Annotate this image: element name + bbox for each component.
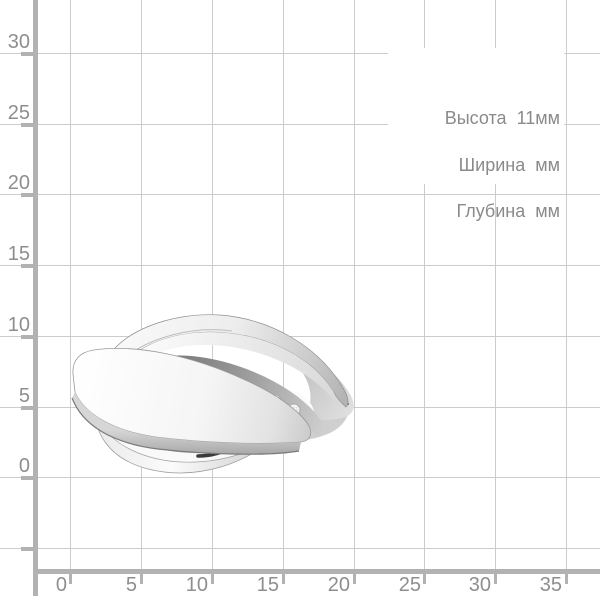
- y-axis-label: 20: [7, 172, 30, 194]
- grid-line-vertical: [424, 0, 425, 583]
- y-axis-label: 5: [18, 385, 30, 407]
- x-axis-label: 15: [256, 574, 279, 596]
- y-axis-tick: [21, 406, 33, 410]
- dimension-value: мм: [535, 201, 560, 221]
- grid-line-horizontal: [0, 194, 600, 195]
- grid-line-horizontal: [0, 124, 600, 125]
- y-axis-tick: [21, 123, 33, 127]
- x-axis-tick: [565, 574, 568, 584]
- ring-left-band: [71, 348, 312, 455]
- dimension-label: Глубина: [456, 201, 526, 221]
- y-axis-label: 25: [7, 102, 30, 124]
- y-axis-label: 30: [7, 31, 30, 53]
- x-axis-label: 10: [185, 574, 208, 596]
- y-axis-tick: [21, 264, 33, 268]
- x-axis-label: 30: [468, 574, 491, 596]
- grid-line-horizontal: [0, 548, 600, 549]
- grid-line-vertical: [141, 0, 142, 583]
- x-axis-tick: [211, 574, 214, 584]
- x-axis-tick: [282, 574, 285, 584]
- y-axis-tick: [21, 335, 33, 339]
- y-axis-label: 15: [7, 243, 30, 265]
- y-axis-label: 10: [7, 314, 30, 336]
- grid-line-vertical: [566, 0, 567, 583]
- dimension-value: мм: [535, 155, 560, 175]
- dimensions-panel: Высота 11мм Ширина мм Глубина мм: [388, 48, 564, 221]
- grid-line-vertical: [283, 0, 284, 583]
- y-axis-tick: [21, 547, 33, 551]
- dimension-row-height: Высота 11мм: [445, 108, 560, 129]
- dimension-value: 11мм: [516, 108, 560, 128]
- y-axis-tick: [21, 193, 33, 197]
- grid-line-vertical: [70, 0, 71, 583]
- x-axis-label: 5: [125, 574, 137, 596]
- grid-line-horizontal: [0, 477, 600, 478]
- ruler-vertical-axis: [33, 0, 38, 596]
- x-axis-tick: [423, 574, 426, 584]
- grid-line-vertical: [354, 0, 355, 583]
- grid-line-vertical: [212, 0, 213, 583]
- dimension-label: Ширина: [458, 155, 526, 175]
- grid-line-horizontal: [0, 53, 600, 54]
- ruler-horizontal-axis: [33, 569, 600, 574]
- y-axis-label: 0: [18, 455, 30, 477]
- x-axis-tick: [494, 574, 497, 584]
- x-axis-tick: [353, 574, 356, 584]
- y-axis-tick: [21, 476, 33, 480]
- grid-line-vertical: [495, 0, 496, 583]
- grid-line-horizontal: [0, 265, 600, 266]
- x-axis-label: 35: [539, 574, 562, 596]
- dimension-label: Высота: [444, 108, 507, 128]
- y-axis-tick: [21, 52, 33, 56]
- x-axis-label: 20: [327, 574, 350, 596]
- grid-line-horizontal: [0, 336, 600, 337]
- x-axis-tick: [69, 574, 72, 584]
- dimension-row-depth: Глубина мм: [456, 201, 560, 222]
- x-axis-label: 25: [398, 574, 421, 596]
- x-axis-label: 0: [55, 574, 67, 596]
- dimension-row-width: Ширина мм: [459, 155, 560, 176]
- x-axis-tick: [140, 574, 143, 584]
